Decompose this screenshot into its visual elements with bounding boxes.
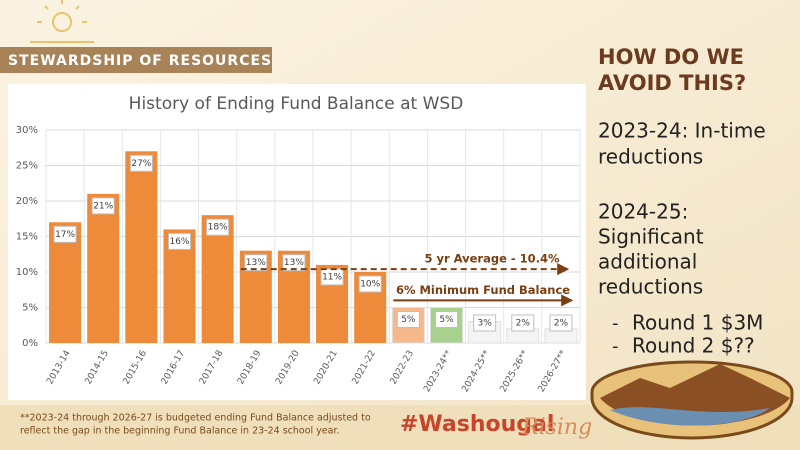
bullet: Round 2 $?? (632, 334, 755, 358)
value-label: 18% (208, 223, 228, 233)
value-label-box (129, 154, 153, 172)
hashtag: #Washougal (400, 412, 554, 437)
value-label-box (282, 254, 306, 272)
value-label: 13% (284, 258, 304, 268)
value-label: 2% (516, 319, 531, 329)
y-tick-label: 10% (16, 267, 38, 278)
value-label: 2% (554, 319, 569, 329)
y-tick-label: 0% (22, 338, 38, 349)
point-line: 2023-24: In-time (598, 119, 766, 143)
point-line: reductions (598, 275, 703, 299)
point-line: Significant (598, 225, 704, 249)
heading-line: HOW DO WE (598, 45, 744, 69)
value-label-box (53, 225, 77, 243)
value-label-box (244, 254, 268, 272)
value-label-box (396, 311, 420, 328)
bar (125, 151, 158, 343)
chart-title: History of Ending Fund Balance at WSD (129, 94, 464, 114)
y-tick-label: 25% (16, 161, 38, 172)
value-label: 5% (401, 315, 416, 325)
y-tick-label: 20% (16, 196, 38, 207)
y-tick-label: 30% (16, 125, 38, 136)
value-label-box (511, 314, 535, 332)
hashtag-script: Rising (521, 415, 592, 440)
value-label: 27% (131, 159, 151, 169)
heading-line: AVOID THIS? (598, 71, 746, 95)
value-label: 3% (478, 319, 493, 329)
bullet-dot: - (612, 313, 619, 334)
footnote: **2023-24 through 2026-27 is budgeted en… (20, 413, 371, 424)
value-label: 17% (55, 230, 75, 240)
value-label-box (435, 311, 458, 328)
reference-label: 6% Minimum Fund Balance (396, 283, 570, 297)
point-line: reductions (598, 145, 703, 169)
value-label: 21% (93, 201, 113, 211)
value-label: 11% (322, 272, 342, 282)
banner-text: STEWARDSHIP OF RESOURCES (8, 53, 272, 69)
reference-label: 5 yr Average - 10.4% (424, 252, 560, 266)
bar (201, 215, 234, 343)
point-line: 2024-25: (598, 200, 688, 224)
point-line: additional (598, 250, 697, 274)
bar (87, 193, 120, 343)
footnote: reflect the gap in the beginning Fund Ba… (20, 426, 340, 437)
value-label: 10% (360, 280, 380, 290)
value-label-box (91, 197, 115, 215)
bullet: Round 1 $3M (632, 311, 763, 335)
value-label-box (549, 314, 573, 332)
value-label-box (358, 275, 382, 293)
bullet-dot: - (612, 336, 619, 357)
value-label-box (168, 232, 191, 250)
value-label-box (206, 218, 230, 236)
value-label: 13% (246, 258, 266, 268)
sun-logo (30, 0, 94, 43)
y-tick-label: 15% (16, 232, 38, 243)
value-label: 5% (439, 315, 454, 325)
value-label-box (473, 314, 497, 332)
landscape-emblem (590, 360, 794, 440)
value-label: 16% (169, 237, 189, 247)
banner (0, 47, 272, 73)
y-tick-label: 5% (22, 303, 38, 314)
